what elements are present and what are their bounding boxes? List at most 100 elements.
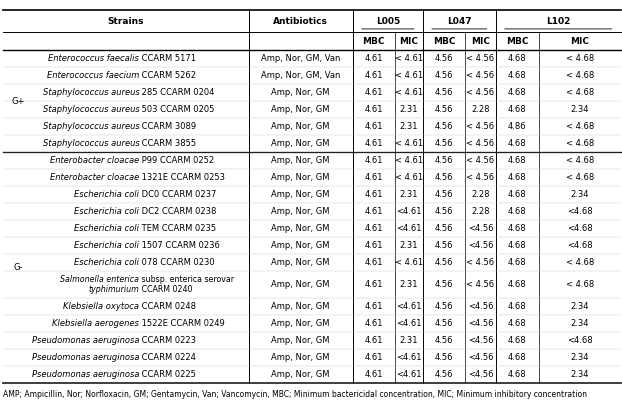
Text: 4.61: 4.61 [364,173,383,182]
Text: <4.56: <4.56 [468,370,493,379]
Text: < 4.56: < 4.56 [466,173,494,182]
Text: 1321E CCARM 0253: 1321E CCARM 0253 [139,173,225,182]
Text: 4.86: 4.86 [508,122,526,131]
Text: 4.68: 4.68 [508,370,526,379]
Text: Enterobacter cloacae: Enterobacter cloacae [50,173,139,182]
Text: 4.61: 4.61 [364,303,383,311]
Text: MBC: MBC [433,37,455,46]
Text: AMP; Ampicillin, Nor; Norfloxacin, GM; Gentamycin, Van; Vancomycin, MBC; Minimum: AMP; Ampicillin, Nor; Norfloxacin, GM; G… [3,390,587,398]
Text: Staphylococcus aureus: Staphylococcus aureus [42,139,139,148]
Text: 4.61: 4.61 [364,370,383,379]
Text: 4.68: 4.68 [508,71,526,80]
Text: 4.68: 4.68 [508,88,526,97]
Text: <4.68: <4.68 [567,224,593,233]
Text: Amp, Nor, GM: Amp, Nor, GM [271,319,330,328]
Text: 4.68: 4.68 [508,280,526,289]
Text: CCARM 3089: CCARM 3089 [139,122,197,131]
Text: DC2 CCARM 0238: DC2 CCARM 0238 [139,207,216,216]
Text: TEM CCARM 0235: TEM CCARM 0235 [139,224,216,233]
Text: 4.61: 4.61 [364,88,383,97]
Text: 4.61: 4.61 [364,190,383,199]
Text: < 4.56: < 4.56 [466,139,494,148]
Text: < 4.68: < 4.68 [565,71,594,80]
Text: <4.61: <4.61 [396,319,422,328]
Text: < 4.68: < 4.68 [565,280,594,289]
Text: 2.34: 2.34 [570,319,589,328]
Text: 4.68: 4.68 [508,54,526,63]
Text: Klebsiella aerogenes: Klebsiella aerogenes [52,319,139,328]
Text: 4.61: 4.61 [364,54,383,63]
Text: < 4.61: < 4.61 [395,173,423,182]
Text: Amp, Nor, GM: Amp, Nor, GM [271,122,330,131]
Text: <4.56: <4.56 [468,224,493,233]
Text: 4.68: 4.68 [508,173,526,182]
Text: 4.56: 4.56 [435,319,453,328]
Text: 4.68: 4.68 [508,258,526,267]
Text: 2.34: 2.34 [570,353,589,362]
Text: G-: G- [14,263,24,272]
Text: CCARM 5262: CCARM 5262 [139,71,197,80]
Text: 4.61: 4.61 [364,241,383,250]
Text: Amp, Nor, GM: Amp, Nor, GM [271,258,330,267]
Text: P99 CCARM 0252: P99 CCARM 0252 [139,156,215,165]
Text: Enterococcus faecalis: Enterococcus faecalis [49,54,139,63]
Text: CCARM 0248: CCARM 0248 [139,303,197,311]
Text: 4.61: 4.61 [364,353,383,362]
Text: < 4.68: < 4.68 [565,88,594,97]
Text: 503 CCARM 0205: 503 CCARM 0205 [139,105,215,114]
Text: 2.28: 2.28 [471,105,490,114]
Text: <4.68: <4.68 [567,207,593,216]
Text: Staphylococcus aureus: Staphylococcus aureus [42,105,139,114]
Text: <4.61: <4.61 [396,353,422,362]
Text: L005: L005 [376,17,400,26]
Text: < 4.68: < 4.68 [565,156,594,165]
Text: < 4.56: < 4.56 [466,71,494,80]
Text: Staphylococcus aureus: Staphylococcus aureus [42,88,139,97]
Text: CCARM 0223: CCARM 0223 [139,336,197,345]
Text: <4.56: <4.56 [468,241,493,250]
Text: 4.68: 4.68 [508,105,526,114]
Text: < 4.68: < 4.68 [565,54,594,63]
Text: 4.56: 4.56 [435,224,453,233]
Text: 2.31: 2.31 [400,190,418,199]
Text: MBC: MBC [363,37,385,46]
Text: < 4.56: < 4.56 [466,88,494,97]
Text: Amp, Nor, GM: Amp, Nor, GM [271,105,330,114]
Text: MIC: MIC [570,37,589,46]
Text: Escherichia coli: Escherichia coli [74,241,139,250]
Text: 4.56: 4.56 [435,370,453,379]
Text: < 4.68: < 4.68 [565,122,594,131]
Text: 4.61: 4.61 [364,280,383,289]
Text: 2.31: 2.31 [400,336,418,345]
Text: CCARM 0225: CCARM 0225 [139,370,196,379]
Text: <4.56: <4.56 [468,353,493,362]
Text: CCARM 0224: CCARM 0224 [139,353,196,362]
Text: L047: L047 [447,17,471,26]
Text: Pseudomonas aeruginosa: Pseudomonas aeruginosa [32,370,139,379]
Text: <4.56: <4.56 [468,336,493,345]
Text: 4.61: 4.61 [364,224,383,233]
Text: 4.68: 4.68 [508,224,526,233]
Text: Staphylococcus aureus: Staphylococcus aureus [42,122,139,131]
Text: 4.56: 4.56 [435,190,453,199]
Text: CCARM 5171: CCARM 5171 [139,54,197,63]
Text: 078 CCARM 0230: 078 CCARM 0230 [139,258,215,267]
Text: CCARM 3855: CCARM 3855 [139,139,197,148]
Text: 4.56: 4.56 [435,105,453,114]
Text: 2.34: 2.34 [570,370,589,379]
Text: Amp, Nor, GM: Amp, Nor, GM [271,190,330,199]
Text: Strains: Strains [108,17,144,26]
Text: 4.56: 4.56 [435,258,453,267]
Text: <4.56: <4.56 [468,319,493,328]
Text: 4.61: 4.61 [364,336,383,345]
Text: Enterobacter cloacae: Enterobacter cloacae [50,156,139,165]
Text: < 4.56: < 4.56 [466,156,494,165]
Text: DC0 CCARM 0237: DC0 CCARM 0237 [139,190,216,199]
Text: Escherichia coli: Escherichia coli [74,224,139,233]
Text: 4.56: 4.56 [435,156,453,165]
Text: 1507 CCARM 0236: 1507 CCARM 0236 [139,241,220,250]
Text: <4.61: <4.61 [396,207,422,216]
Text: 4.56: 4.56 [435,207,453,216]
Text: 4.68: 4.68 [508,156,526,165]
Text: 4.56: 4.56 [435,303,453,311]
